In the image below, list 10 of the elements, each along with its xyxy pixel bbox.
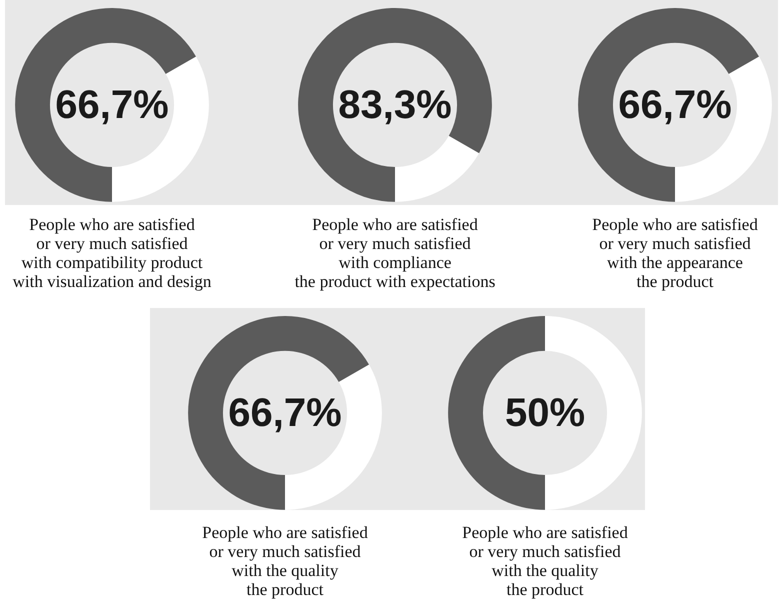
text: 83,3% [338,82,452,127]
text: 66,7% [618,82,732,127]
text: People who are satisfied or very much satisfied with the quality the product [202,522,368,599]
text: 50% [504,390,586,435]
text: People who are satisfied or very much satisfied with the appearance the product [592,214,758,291]
text: People who are satisfied or very much satisfied with the quality the product [462,522,628,599]
text: 66,7% [55,82,169,127]
text: People who are satisfied or very much satisfied with compliance the product with expectations [294,214,496,291]
text: 66,7% [228,390,342,435]
text: People who are satisfied or very much satisfied with compatibility product with visualization and design [12,214,212,291]
